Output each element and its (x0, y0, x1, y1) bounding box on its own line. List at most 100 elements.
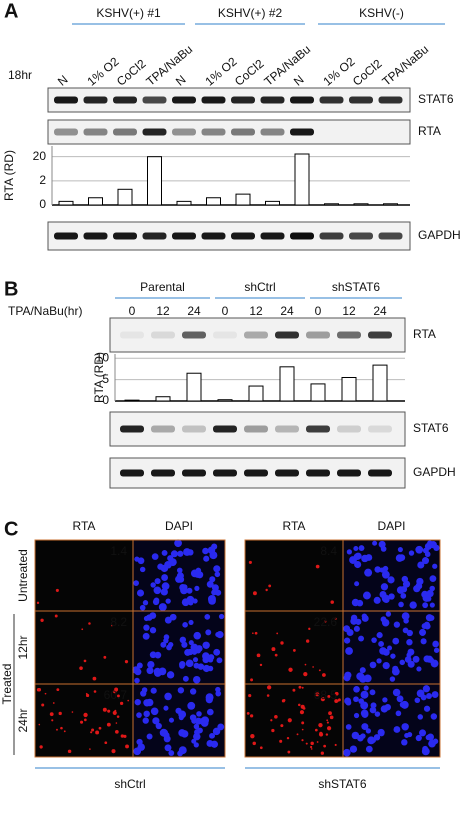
nucleus (377, 728, 385, 737)
nucleus (147, 660, 155, 669)
rta-cell (110, 624, 113, 627)
nucleus (382, 596, 390, 604)
rta-cell (274, 653, 278, 657)
nucleus (369, 706, 377, 714)
nucleus (433, 544, 440, 552)
nucleus (193, 732, 201, 741)
rta-cell (301, 721, 305, 725)
lane-label: N (291, 72, 307, 88)
rta-cell (316, 741, 319, 743)
nucleus (160, 641, 167, 648)
y-tick-label: 0 (39, 197, 46, 211)
nucleus (160, 588, 168, 596)
blot-label: RTA (418, 124, 441, 138)
nucleus (196, 711, 202, 717)
rta-cell (56, 728, 58, 731)
y-tick-label: 0 (102, 393, 109, 407)
rta-cell (102, 707, 107, 712)
nucleus (406, 629, 413, 637)
rta-cell (300, 704, 305, 709)
band (378, 232, 403, 240)
nucleus (143, 699, 151, 707)
nucleus (353, 625, 360, 632)
nucleus (378, 540, 386, 548)
nucleus (168, 642, 174, 648)
nucleus (218, 613, 225, 620)
nucleus (164, 692, 172, 701)
time-label: TPA/NaBu(hr) (8, 304, 82, 318)
rta-cell (80, 720, 84, 724)
band (337, 425, 361, 433)
bar (155, 396, 171, 402)
nucleus (417, 714, 424, 720)
channel-label: RTA (73, 519, 96, 533)
band (83, 128, 108, 136)
blot-label: RTA (413, 327, 436, 341)
band (213, 425, 237, 433)
rta-cell (334, 743, 337, 747)
rta-cell (308, 627, 311, 631)
bar (294, 153, 310, 206)
nucleus (177, 576, 185, 583)
nucleus (429, 585, 435, 592)
nucleus (378, 640, 384, 647)
rta-cell (280, 724, 284, 728)
bar (124, 399, 140, 402)
rta-cell (88, 622, 91, 625)
micrograph (245, 540, 343, 611)
rta-cell (112, 710, 117, 715)
rta-cell (334, 617, 337, 620)
rta-cell (98, 726, 102, 730)
nucleus (210, 733, 216, 739)
rta-cell (286, 736, 290, 740)
percent-label: 8.4 (320, 544, 337, 558)
nucleus (350, 617, 358, 625)
nucleus (432, 563, 438, 569)
nucleus (349, 745, 358, 753)
nucleus (343, 625, 351, 633)
panel-letter: C (4, 518, 18, 540)
nucleus (194, 572, 200, 578)
band (378, 96, 403, 104)
band (113, 128, 137, 136)
nucleus (382, 661, 390, 670)
nucleus (143, 710, 150, 718)
band (83, 96, 108, 104)
rta-cell (301, 686, 304, 689)
band (201, 232, 226, 240)
nucleus (424, 542, 432, 550)
nucleus (163, 637, 169, 644)
nucleus (182, 675, 189, 682)
rta-cell (271, 647, 276, 652)
nucleus (369, 661, 377, 669)
bar (235, 193, 251, 206)
channel-label: DAPI (165, 519, 193, 533)
rta-cell (322, 673, 326, 677)
bar (248, 385, 264, 402)
nucleus (428, 657, 435, 664)
group-label: KSHV(-) (359, 6, 404, 20)
rta-cell (298, 685, 302, 689)
bar (88, 197, 103, 206)
nucleus (432, 738, 439, 745)
y-tick-label: 10 (96, 350, 110, 364)
nucleus (183, 548, 191, 556)
rta-cell (326, 726, 332, 731)
percent-label: 8.2 (110, 615, 127, 629)
lane-label: 0 (222, 304, 229, 318)
nucleus (191, 717, 198, 724)
rta-cell (116, 715, 120, 718)
nucleus (380, 705, 389, 713)
bar (310, 383, 326, 402)
nucleus (193, 631, 202, 640)
rta-cell (83, 712, 88, 718)
lane-label: 24 (373, 304, 387, 318)
bar (383, 203, 398, 206)
nucleus (150, 687, 157, 694)
nucleus (359, 675, 367, 683)
nucleus (359, 667, 366, 674)
rta-cell (41, 703, 45, 707)
nucleus (393, 726, 401, 733)
nucleus (213, 565, 221, 573)
nucleus (202, 641, 210, 649)
